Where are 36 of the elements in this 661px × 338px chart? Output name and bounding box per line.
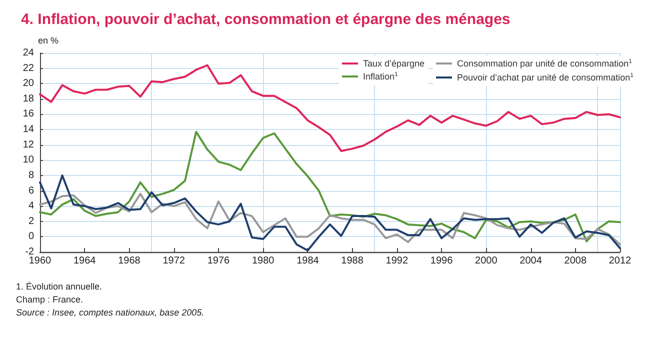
text: Champ : France. bbox=[16, 294, 84, 304]
y-tick-label: 24 bbox=[22, 48, 34, 58]
x-tick-label: 1972 bbox=[162, 256, 186, 266]
x-tick-label: 1960 bbox=[28, 256, 52, 266]
chart-title: 4. Inflation, pouvoir d’achat, consommation et épargne des ménages bbox=[21, 11, 510, 28]
x-tick-label: 1996 bbox=[430, 256, 454, 266]
x-tick-label: 1968 bbox=[118, 256, 141, 266]
line-series bbox=[39, 130, 621, 242]
legend-label: Taux d’épargne bbox=[363, 58, 425, 68]
y-tick-label: 20 bbox=[22, 78, 34, 90]
y-tick-label: 18 bbox=[22, 93, 34, 104]
x-tick-label: 1992 bbox=[386, 256, 408, 266]
y-axis-title: en % bbox=[38, 36, 59, 46]
x-tick-label: 1964 bbox=[73, 256, 96, 266]
x-tick-label: 2012 bbox=[608, 256, 632, 266]
x-tick-label: 2004 bbox=[520, 256, 542, 266]
y-tick-label: 6 bbox=[28, 185, 34, 196]
y-tick-label: -2 bbox=[25, 246, 34, 258]
y-tick-label: 8 bbox=[28, 170, 34, 181]
x-tick-label: 1984 bbox=[296, 256, 320, 266]
line-series bbox=[39, 192, 621, 246]
x-tick-label: 2000 bbox=[475, 256, 498, 266]
y-tick-label: 22 bbox=[22, 62, 34, 74]
x-tick-label: 2008 bbox=[564, 256, 587, 266]
source-note: Source : Insee, comptes nationaux, base 2005. bbox=[16, 308, 204, 318]
x-tick-label: 1976 bbox=[207, 256, 230, 266]
y-tick-label: 12 bbox=[22, 139, 34, 150]
y-tick-label: 14 bbox=[22, 124, 34, 136]
y-tick-label: 4 bbox=[28, 200, 34, 212]
y-tick-label: 16 bbox=[22, 108, 34, 120]
x-tick-label: 1980 bbox=[252, 256, 275, 266]
y-tick-label: 0 bbox=[28, 231, 34, 242]
y-tick-label: 10 bbox=[22, 154, 34, 166]
y-tick-label: 2 bbox=[28, 216, 34, 227]
text: 1. Évolution annuelle. bbox=[16, 282, 102, 292]
x-tick-label: 1988 bbox=[341, 256, 364, 266]
